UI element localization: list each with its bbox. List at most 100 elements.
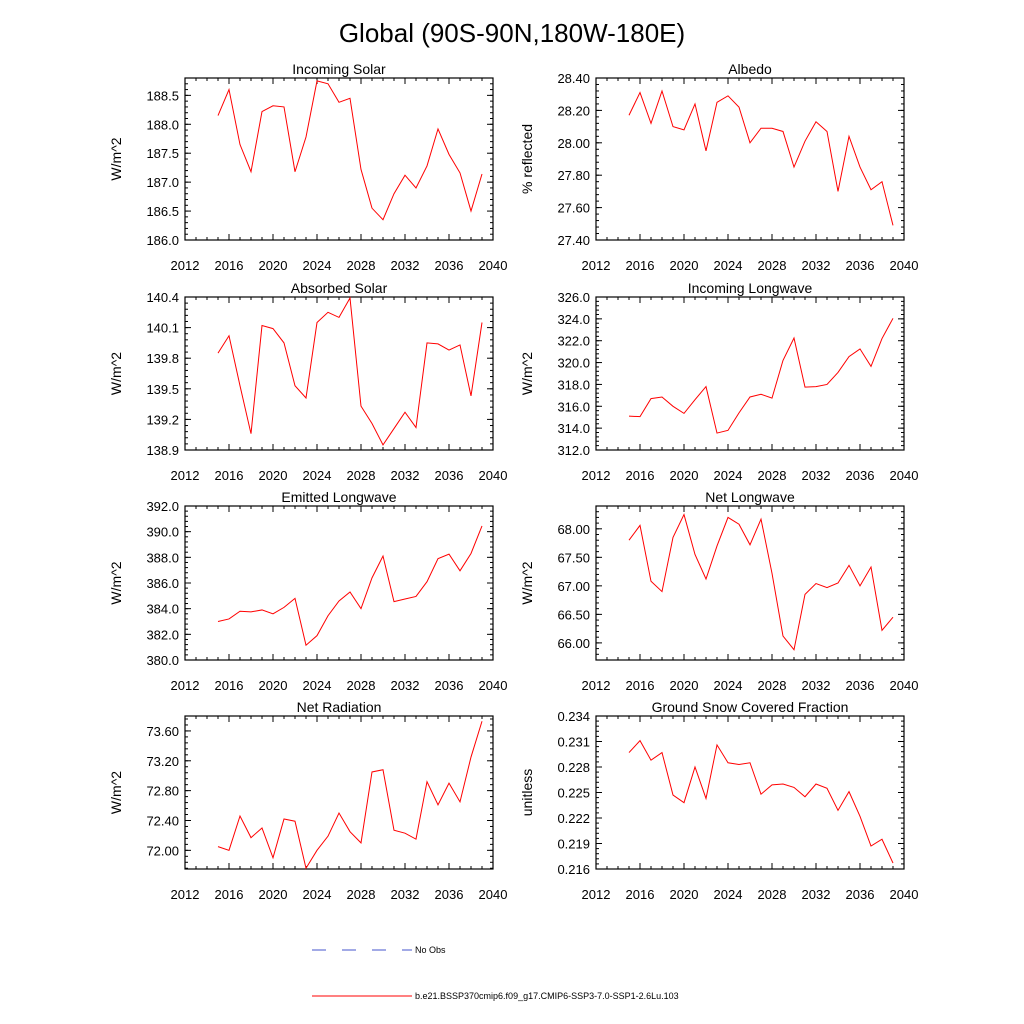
y-tick-label: 324.0 (557, 312, 590, 327)
x-tick-label: 2040 (479, 887, 508, 902)
y-tick-label: 318.0 (557, 377, 590, 392)
y-tick-label: 388.0 (146, 550, 179, 565)
x-tick-label: 2032 (391, 678, 420, 693)
y-tick-label: 139.8 (146, 351, 179, 366)
x-tick-label: 2040 (890, 678, 919, 693)
y-tick-label: 384.0 (146, 602, 179, 617)
x-tick-label: 2040 (890, 468, 919, 483)
y-tick-label: 72.80 (146, 784, 179, 799)
y-axis-label: W/m^2 (108, 137, 124, 180)
x-tick-label: 2036 (435, 468, 464, 483)
y-tick-label: 326.0 (557, 290, 590, 305)
subplot-title: Incoming Longwave (688, 280, 813, 296)
plot-frame (184, 505, 494, 661)
x-tick-label: 2032 (802, 468, 831, 483)
chart-panel: 2012 2016 2020 2024 2028 2032 2036 2040 72.00 72.… (108, 699, 507, 902)
x-tick-label: 2036 (435, 887, 464, 902)
y-tick-label: 314.0 (557, 421, 590, 436)
series-line (628, 739, 894, 864)
y-tick-label: 73.20 (146, 754, 179, 769)
x-tick-label: 2012 (171, 258, 200, 273)
y-tick-label: 72.00 (146, 843, 179, 858)
y-tick-label: 27.60 (557, 201, 590, 216)
x-tick-label: 2040 (479, 678, 508, 693)
legend-no-obs-label: No Obs (415, 945, 446, 955)
plot-frame (595, 77, 905, 241)
x-tick-label: 2016 (626, 887, 655, 902)
y-tick-label: 138.9 (146, 443, 179, 458)
chart-panel: 2012 2016 2020 2024 2028 2032 2036 2040 0.216 0.2… (519, 699, 918, 902)
series-line (628, 89, 894, 226)
y-tick-label: 67.00 (557, 579, 590, 594)
x-tick-label: 2020 (670, 887, 699, 902)
x-tick-label: 2036 (846, 258, 875, 273)
subplot-title: Albedo (728, 61, 772, 77)
y-tick-label: 380.0 (146, 653, 179, 668)
x-tick-label: 2036 (435, 678, 464, 693)
x-tick-label: 2024 (714, 887, 743, 902)
x-tick-label: 2012 (582, 468, 611, 483)
y-tick-label: 312.0 (557, 443, 590, 458)
x-tick-label: 2020 (670, 468, 699, 483)
chart-panel: 2012 2016 2020 2024 2028 2032 2036 2040 380.0 382… (108, 489, 507, 693)
x-tick-label: 2032 (802, 887, 831, 902)
y-tick-label: 66.00 (557, 636, 590, 651)
series-line (217, 296, 483, 446)
y-tick-label: 27.80 (557, 168, 590, 183)
y-tick-label: 68.00 (557, 522, 590, 537)
chart-panel: 2012 2016 2020 2024 2028 2032 2036 2040 186.0 186… (108, 61, 507, 273)
x-tick-label: 2024 (303, 258, 332, 273)
x-tick-label: 2032 (391, 468, 420, 483)
x-tick-label: 2020 (670, 258, 699, 273)
y-tick-label: 390.0 (146, 525, 179, 540)
series-line (628, 318, 894, 434)
y-tick-label: 188.5 (146, 88, 179, 103)
x-tick-label: 2012 (171, 887, 200, 902)
y-axis-label: W/m^2 (108, 352, 124, 395)
y-axis-label: W/m^2 (108, 561, 124, 604)
x-tick-label: 2028 (347, 258, 376, 273)
y-tick-label: 72.40 (146, 813, 179, 828)
y-tick-label: 186.0 (146, 233, 179, 248)
x-tick-label: 2032 (391, 887, 420, 902)
plot-frame (184, 715, 494, 870)
y-tick-label: 188.0 (146, 117, 179, 132)
y-tick-label: 186.5 (146, 204, 179, 219)
x-tick-label: 2016 (626, 468, 655, 483)
x-tick-label: 2012 (171, 468, 200, 483)
y-tick-label: 140.4 (146, 290, 179, 305)
x-tick-label: 2020 (670, 678, 699, 693)
x-tick-label: 2036 (846, 468, 875, 483)
legend: No Obs b.e21.BSSP370cmip6.f09_g17.CMIP6-… (312, 945, 679, 1001)
x-tick-label: 2040 (890, 258, 919, 273)
x-tick-label: 2024 (303, 887, 332, 902)
chart-panels: 2012 2016 2020 2024 2028 2032 2036 2040 186.0 186… (108, 61, 918, 902)
x-tick-label: 2012 (582, 678, 611, 693)
x-tick-label: 2040 (479, 258, 508, 273)
x-tick-label: 2036 (846, 887, 875, 902)
plot-frame (595, 505, 905, 661)
x-tick-label: 2028 (347, 468, 376, 483)
y-tick-label: 0.219 (557, 837, 590, 852)
y-axis-label: W/m^2 (519, 561, 535, 604)
y-tick-label: 27.40 (557, 233, 590, 248)
x-tick-label: 2036 (846, 678, 875, 693)
subplot-title: Ground Snow Covered Fraction (652, 699, 849, 715)
y-tick-label: 67.50 (557, 550, 590, 565)
subplot-title: Emitted Longwave (281, 489, 396, 505)
y-axis-label: % reflected (519, 124, 535, 194)
x-tick-label: 2028 (347, 887, 376, 902)
x-tick-label: 2024 (714, 258, 743, 273)
plot-frame (595, 715, 905, 870)
y-axis-label: unitless (519, 769, 535, 816)
chart-panel: 2012 2016 2020 2024 2028 2032 2036 2040 312.0 314… (519, 280, 918, 483)
plot-frame (184, 296, 494, 451)
y-tick-label: 0.231 (557, 735, 590, 750)
y-tick-label: 28.20 (557, 103, 590, 118)
y-tick-label: 139.2 (146, 412, 179, 427)
subplot-title: Incoming Solar (292, 61, 386, 77)
y-tick-label: 187.5 (146, 146, 179, 161)
y-tick-label: 0.216 (557, 862, 590, 877)
x-tick-label: 2028 (758, 678, 787, 693)
